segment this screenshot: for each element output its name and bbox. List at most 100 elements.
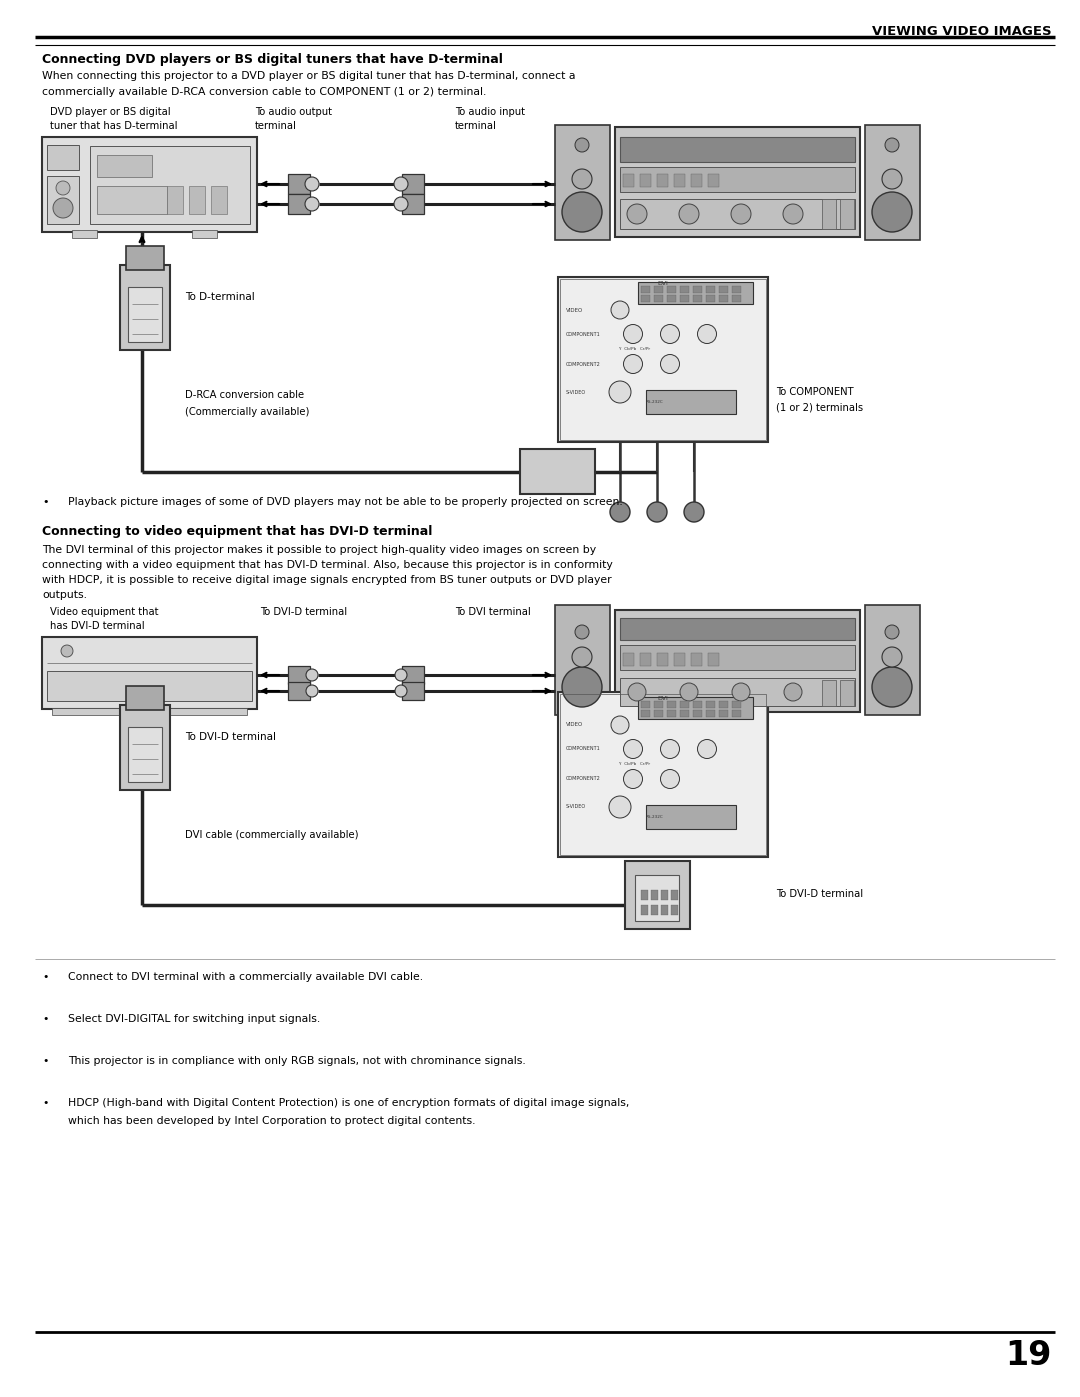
Bar (708, 652, 719, 666)
Text: tuner that has D-terminal: tuner that has D-terminal (50, 122, 177, 131)
Text: connecting with a video equipment that has DVI-D terminal. Also, because this pr: connecting with a video equipment that h… (42, 560, 612, 570)
Circle shape (623, 770, 643, 788)
Bar (667, 295, 676, 302)
Text: terminal: terminal (455, 122, 497, 131)
Bar (706, 286, 715, 293)
Bar (680, 295, 689, 302)
Bar (654, 701, 663, 708)
Circle shape (611, 300, 629, 319)
Text: •: • (42, 972, 49, 982)
Circle shape (575, 624, 589, 638)
Text: Select DVI-DIGITAL for switching input signals.: Select DVI-DIGITAL for switching input s… (68, 1014, 321, 1024)
Bar (561, 694, 766, 855)
Bar (288, 175, 310, 194)
Text: Y   Cb/Pb   Cr/Pr: Y Cb/Pb Cr/Pr (618, 346, 650, 351)
Text: •: • (42, 1098, 49, 1108)
Bar (129, 286, 162, 342)
Text: •: • (42, 497, 49, 507)
Bar (646, 390, 735, 414)
Text: To DVI-D terminal: To DVI-D terminal (777, 888, 863, 900)
Circle shape (647, 502, 667, 522)
Bar (667, 710, 676, 717)
Text: VIDEO: VIDEO (566, 722, 583, 728)
Bar (719, 710, 728, 717)
Text: Connecting to video equipment that has DVI-D terminal: Connecting to video equipment that has D… (42, 525, 432, 538)
Text: Connect to DVI terminal with a commercially available DVI cable.: Connect to DVI terminal with a commercia… (68, 972, 423, 982)
Text: To COMPONENT: To COMPONENT (777, 387, 853, 397)
Bar (706, 710, 715, 717)
Circle shape (661, 355, 679, 373)
Text: (Commercially available): (Commercially available) (185, 407, 309, 416)
Circle shape (53, 198, 73, 218)
Bar (840, 198, 854, 229)
Bar (642, 890, 648, 900)
Circle shape (572, 647, 592, 666)
Bar (865, 605, 920, 715)
Bar (674, 652, 685, 666)
Text: The DVI terminal of this projector makes it possible to project high-quality vid: The DVI terminal of this projector makes… (42, 545, 596, 555)
Circle shape (661, 739, 679, 759)
Text: DVI cable (commercially available): DVI cable (commercially available) (185, 830, 359, 840)
Circle shape (395, 685, 407, 697)
Circle shape (609, 796, 631, 819)
Circle shape (885, 624, 899, 638)
Bar (42, 637, 257, 710)
Bar (693, 701, 702, 708)
Bar (192, 231, 217, 237)
Bar (620, 645, 855, 671)
Circle shape (562, 666, 602, 707)
Text: DVD player or BS digital: DVD player or BS digital (50, 108, 171, 117)
Circle shape (611, 717, 629, 733)
Text: COMPONENT1: COMPONENT1 (566, 331, 600, 337)
Bar (555, 124, 610, 240)
Bar (693, 710, 702, 717)
Text: which has been developed by Intel Corporation to protect digital contents.: which has been developed by Intel Corpor… (68, 1116, 475, 1126)
Bar (671, 890, 678, 900)
Bar (667, 701, 676, 708)
Bar (719, 701, 728, 708)
Bar (840, 680, 854, 705)
Bar (558, 277, 768, 441)
Circle shape (394, 177, 408, 191)
Bar (657, 652, 669, 666)
Bar (561, 279, 766, 440)
Circle shape (882, 169, 902, 189)
Bar (674, 175, 685, 187)
Bar (651, 905, 658, 915)
Circle shape (395, 669, 407, 680)
Bar (680, 701, 689, 708)
Bar (126, 686, 164, 710)
Bar (680, 286, 689, 293)
Bar (638, 282, 753, 305)
Bar (732, 710, 741, 717)
Bar (654, 286, 663, 293)
Text: COMPONENT1: COMPONENT1 (566, 746, 600, 752)
Text: outputs.: outputs. (42, 590, 87, 599)
Bar (402, 175, 424, 194)
Text: has DVI-D terminal: has DVI-D terminal (50, 622, 145, 631)
Bar (615, 610, 860, 712)
Text: VIDEO: VIDEO (566, 307, 583, 313)
Bar (642, 286, 650, 293)
Bar (671, 905, 678, 915)
Bar (732, 701, 741, 708)
Circle shape (872, 666, 912, 707)
Bar (558, 692, 768, 856)
Bar (615, 127, 860, 237)
Bar (620, 137, 855, 162)
Circle shape (572, 169, 592, 189)
Circle shape (698, 739, 716, 759)
Bar (640, 652, 651, 666)
Circle shape (305, 197, 319, 211)
Text: commercially available D-RCA conversion cable to COMPONENT (1 or 2) terminal.: commercially available D-RCA conversion … (42, 87, 486, 96)
Text: COMPONENT2: COMPONENT2 (566, 777, 600, 781)
Bar (646, 805, 735, 828)
Bar (708, 175, 719, 187)
Circle shape (394, 197, 408, 211)
Circle shape (562, 191, 602, 232)
Circle shape (627, 683, 646, 701)
Bar (822, 198, 836, 229)
Text: D-RCA conversion cable: D-RCA conversion cable (185, 390, 305, 400)
Bar (693, 286, 702, 293)
Circle shape (609, 381, 631, 402)
